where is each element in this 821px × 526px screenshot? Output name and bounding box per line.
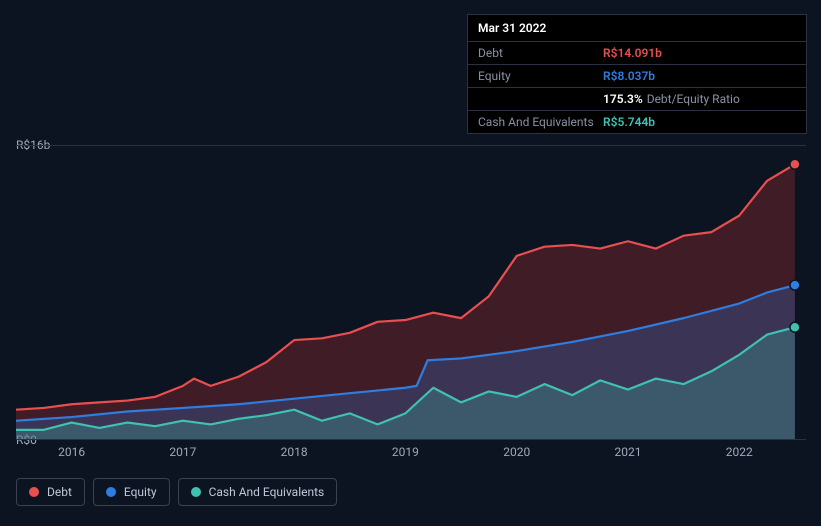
tooltip-row-suffix: Debt/Equity Ratio: [647, 92, 740, 106]
tooltip-row: Cash And EquivalentsR$5.744b: [468, 111, 806, 133]
tooltip-row-value: 175.3%Debt/Equity Ratio: [603, 92, 740, 106]
x-axis-label: 2019: [392, 445, 419, 459]
tooltip-row-label: Debt: [478, 46, 603, 60]
legend-item[interactable]: Cash And Equivalents: [178, 478, 338, 506]
legend-swatch: [191, 487, 201, 497]
series-marker: [790, 159, 800, 169]
legend-label: Equity: [124, 485, 157, 499]
tooltip-row-value: R$14.091b: [603, 46, 662, 60]
x-axis-label: 2016: [58, 445, 85, 459]
x-axis-label: 2020: [503, 445, 530, 459]
legend-item[interactable]: Equity: [93, 478, 170, 506]
chart-legend: Debt Equity Cash And Equivalents: [16, 478, 337, 506]
chart-plot-area[interactable]: [16, 145, 806, 440]
x-axis-label: 2021: [614, 445, 641, 459]
chart-x-axis: 2016 2017 2018 2019 2020 2021 2022: [16, 445, 806, 465]
x-axis-label: 2017: [169, 445, 196, 459]
tooltip-row-label: Equity: [478, 69, 603, 83]
series-marker: [790, 322, 800, 332]
legend-label: Cash And Equivalents: [209, 485, 325, 499]
tooltip-row-label: Cash And Equivalents: [478, 115, 603, 129]
tooltip-date: Mar 31 2022: [468, 15, 806, 42]
legend-label: Debt: [47, 485, 72, 499]
x-axis-label: 2022: [726, 445, 753, 459]
debt-equity-chart: R$16bR$0 2016201720182019202020212022: [16, 120, 806, 480]
series-marker: [790, 280, 800, 290]
tooltip-row: DebtR$14.091b: [468, 42, 806, 65]
legend-swatch: [106, 487, 116, 497]
x-axis-label: 2018: [281, 445, 308, 459]
legend-item[interactable]: Debt: [16, 478, 85, 506]
tooltip-row: 175.3%Debt/Equity Ratio: [468, 88, 806, 111]
legend-swatch: [29, 487, 39, 497]
tooltip-row-value: R$5.744b: [603, 115, 655, 129]
tooltip-row: EquityR$8.037b: [468, 65, 806, 88]
tooltip-row-value: R$8.037b: [603, 69, 655, 83]
chart-tooltip: Mar 31 2022 DebtR$14.091bEquityR$8.037b1…: [467, 14, 807, 134]
tooltip-row-label: [478, 92, 603, 106]
